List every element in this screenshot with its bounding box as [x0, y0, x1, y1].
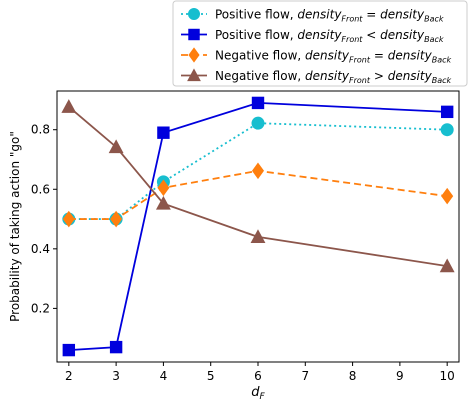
- data-point: [157, 126, 170, 139]
- data-point: [441, 187, 454, 205]
- axes: 2 3 4 5 6 7 8 9 10 0.2 0.4 0.6 0.8 dF Probability of t…: [8, 90, 460, 402]
- data-point: [251, 162, 265, 180]
- legend-box: [172, 0, 468, 87]
- legend-label: Negative flow, densityFront > densityBac…: [215, 69, 451, 85]
- x-tick-label: 4: [160, 369, 168, 383]
- series-4: [61, 99, 455, 273]
- legend-label: Negative flow, densityFront = densityBac…: [215, 49, 451, 65]
- x-tick-label: 3: [112, 369, 120, 383]
- legend-label: Positive flow, densityFront < densityBac…: [215, 28, 444, 44]
- legend-marker: [188, 47, 200, 63]
- x-tick-label: 9: [396, 369, 404, 383]
- data-point: [61, 99, 77, 113]
- data-point: [251, 96, 265, 110]
- x-tick-label: 2: [65, 369, 73, 383]
- x-tick-label: 5: [207, 369, 215, 383]
- data-point: [62, 210, 75, 228]
- data-point: [439, 258, 455, 273]
- data-point: [62, 343, 76, 357]
- legend-label: Positive flow, densityFront = densityBac…: [215, 8, 444, 24]
- series-line-1: [68, 122, 448, 220]
- legend-marker: [187, 68, 201, 82]
- y-tick-label: 0.8: [31, 123, 50, 137]
- data-point: [251, 116, 265, 130]
- x-tick-label: 8: [349, 369, 357, 383]
- data-point: [108, 139, 124, 154]
- data-point: [440, 123, 454, 137]
- data-point: [440, 105, 454, 119]
- x-tick-label: 10: [440, 369, 455, 383]
- series-3: [62, 162, 454, 228]
- data-point: [250, 229, 266, 244]
- legend-marker: [188, 28, 200, 41]
- legend: Positive flow, densityFront = densityBac…: [172, 0, 468, 87]
- y-tick-label: 0.4: [31, 242, 50, 256]
- plot-area: [61, 96, 455, 357]
- data-point: [110, 210, 123, 228]
- x-axis-label: dF: [251, 385, 265, 402]
- y-tick-label: 0.2: [31, 301, 50, 315]
- x-tick-label: 6: [254, 369, 262, 383]
- legend-marker: [188, 8, 200, 20]
- y-tick-label: 0.6: [31, 182, 50, 196]
- data-point: [109, 340, 123, 354]
- series-2: [62, 96, 454, 357]
- legend-item-4: Negative flow, densityFront > densityBac…: [181, 68, 451, 85]
- legend-item-1: Positive flow, densityFront = densityBac…: [181, 8, 444, 24]
- x-tick-label: 7: [301, 369, 309, 383]
- legend-item-3: Negative flow, densityFront = densityBac…: [181, 47, 451, 65]
- data-point: [157, 179, 170, 197]
- legend-item-2: Positive flow, densityFront < densityBac…: [181, 28, 444, 44]
- y-axis-label: Probability of taking action "go": [8, 131, 22, 322]
- data-point: [155, 195, 171, 210]
